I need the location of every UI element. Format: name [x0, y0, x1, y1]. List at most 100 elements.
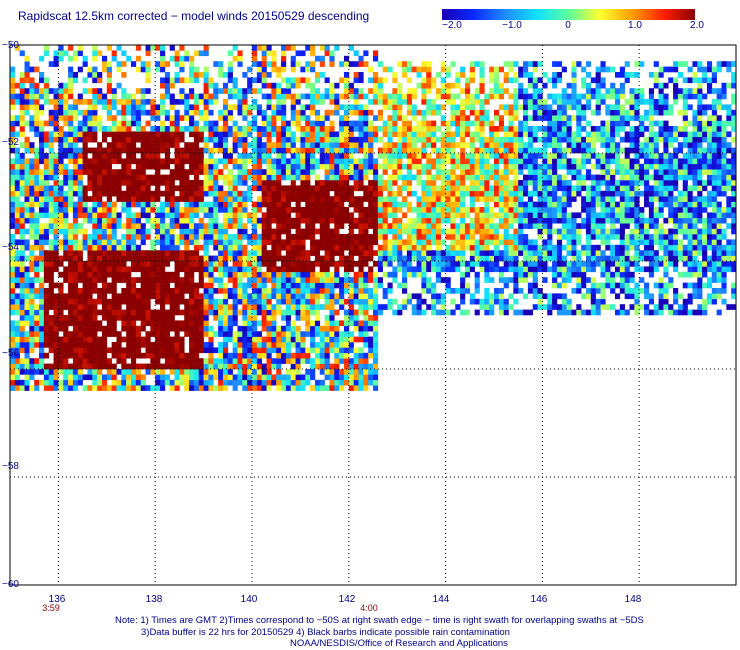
heatmap-cell — [508, 93, 514, 100]
heatmap-cell — [34, 234, 40, 240]
heatmap-cell — [242, 131, 248, 138]
heatmap-cell — [58, 190, 64, 197]
heatmap-cell — [121, 369, 127, 375]
heatmap-cell — [135, 385, 141, 391]
heatmap-cell — [189, 309, 195, 316]
heatmap-cell — [431, 99, 437, 105]
heatmap-cell — [29, 282, 35, 289]
heatmap-cell — [324, 271, 330, 278]
heatmap-cell — [368, 158, 374, 165]
heatmap-cell — [460, 109, 466, 116]
heatmap-cell — [39, 180, 45, 186]
heatmap-cell — [150, 45, 156, 51]
heatmap-cell — [339, 115, 345, 121]
heatmap-cell — [82, 304, 88, 310]
heatmap-cell — [242, 385, 248, 391]
heatmap-cell — [97, 385, 103, 391]
heatmap-cell — [431, 255, 437, 262]
heatmap-cell — [203, 385, 209, 391]
heatmap-cell — [334, 190, 340, 197]
heatmap-cell — [285, 250, 292, 256]
heatmap-cell — [68, 352, 74, 359]
heatmap-cell — [53, 369, 59, 375]
heatmap-cell — [189, 104, 195, 111]
heatmap-cell — [77, 190, 83, 197]
heatmap-cell — [19, 315, 25, 321]
heatmap-cell — [256, 239, 262, 246]
heatmap-cell — [513, 88, 519, 94]
heatmap-cell — [189, 261, 195, 267]
heatmap-cell — [39, 369, 45, 375]
heatmap-cell — [193, 293, 200, 300]
heatmap-cell — [261, 309, 267, 316]
heatmap-cell — [285, 201, 292, 208]
heatmap-cell — [53, 109, 59, 116]
heatmap-cell — [77, 277, 83, 283]
heatmap-cell — [247, 239, 253, 246]
heatmap-cell — [305, 266, 311, 273]
heatmap-cell — [58, 50, 64, 57]
heatmap-cell — [179, 325, 185, 332]
heatmap-cell — [208, 369, 214, 375]
heatmap-cell — [164, 347, 171, 354]
heatmap-cell — [193, 77, 200, 84]
heatmap-cell — [455, 250, 461, 256]
heatmap-cell — [426, 223, 432, 229]
heatmap-cell — [489, 142, 495, 148]
heatmap-cell — [179, 223, 185, 229]
heatmap-cell — [343, 298, 350, 305]
heatmap-cell — [281, 201, 287, 208]
heatmap-cell — [358, 293, 364, 300]
heatmap-cell — [92, 109, 98, 116]
heatmap-cell — [421, 228, 427, 235]
heatmap-cell — [256, 277, 262, 283]
heatmap-cell — [58, 147, 64, 154]
heatmap-cell — [484, 136, 490, 143]
heatmap-cell — [256, 136, 262, 143]
heatmap-cell — [63, 271, 69, 278]
heatmap-cell — [63, 331, 69, 337]
heatmap-cell — [503, 255, 509, 262]
heatmap-cell — [131, 217, 137, 224]
heatmap-cell — [363, 255, 369, 262]
heatmap-cell — [276, 185, 282, 192]
heatmap-cell — [343, 207, 350, 213]
heatmap-cell — [290, 153, 296, 159]
heatmap-cell — [314, 363, 321, 370]
heatmap-cell — [189, 158, 195, 165]
heatmap-cell — [222, 331, 229, 337]
heatmap-cell — [131, 379, 137, 386]
heatmap-cell — [489, 72, 495, 78]
heatmap-cell — [285, 174, 292, 181]
heatmap-cell — [314, 93, 321, 100]
heatmap-cell — [464, 185, 471, 192]
heatmap-cell — [155, 309, 161, 316]
heatmap-cell — [261, 142, 267, 148]
heatmap-cell — [460, 298, 466, 305]
heatmap-cell — [305, 201, 311, 208]
heatmap-cell — [252, 342, 258, 348]
heatmap-cell — [232, 271, 238, 278]
heatmap-cell — [19, 234, 25, 240]
heatmap-cell — [131, 261, 137, 267]
heatmap-cell — [494, 228, 500, 235]
heatmap-cell — [276, 93, 282, 100]
heatmap-cell — [68, 261, 74, 267]
heatmap-cell — [34, 271, 40, 278]
heatmap-cell — [92, 136, 98, 143]
heatmap-cell — [34, 358, 40, 364]
heatmap-cell — [232, 255, 238, 262]
heatmap-cell — [48, 88, 54, 94]
heatmap-cell — [106, 66, 112, 73]
heatmap-cell — [179, 163, 185, 170]
heatmap-cell — [160, 282, 166, 289]
heatmap-cell — [48, 217, 54, 224]
heatmap-cell — [150, 153, 156, 159]
heatmap-cell — [160, 363, 166, 370]
heatmap-cell — [377, 82, 383, 89]
heatmap-cell — [77, 250, 83, 256]
heatmap-cell — [150, 363, 156, 370]
heatmap-cell — [431, 293, 437, 300]
heatmap-cell — [24, 363, 30, 370]
heatmap-cell — [310, 336, 316, 343]
